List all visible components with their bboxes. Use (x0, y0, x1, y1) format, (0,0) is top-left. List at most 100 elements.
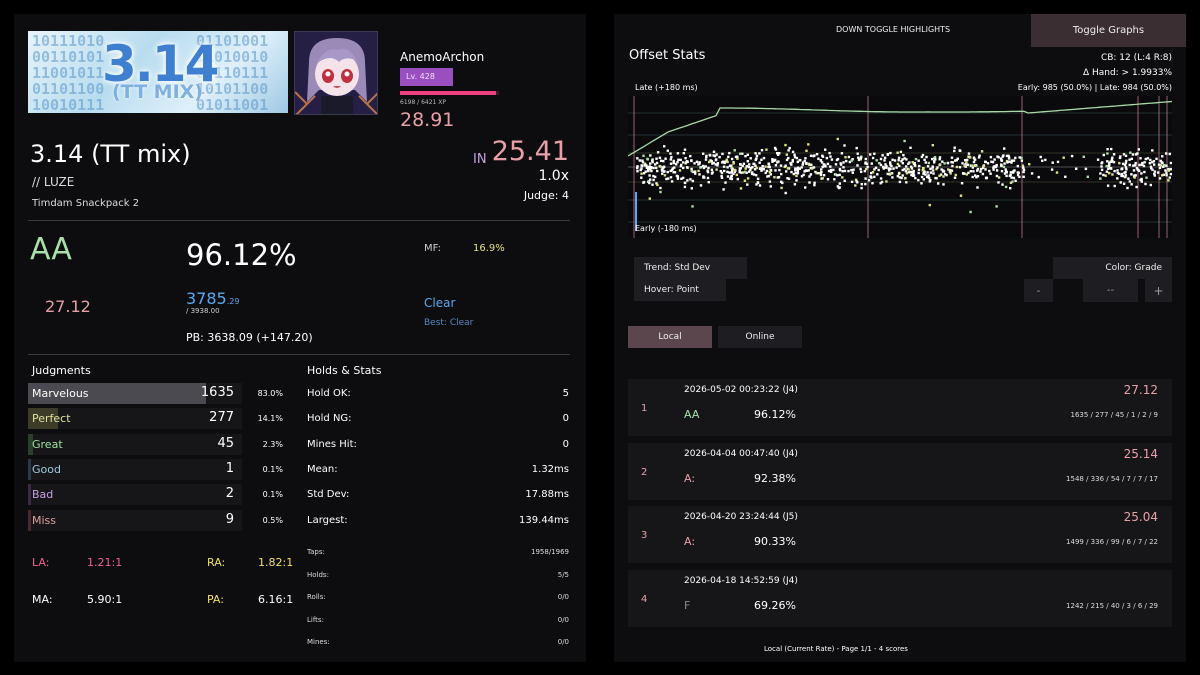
offset-value-field[interactable]: -- (1083, 279, 1138, 302)
offset-point (900, 160, 903, 163)
judge-label: Judge: 4 (523, 189, 569, 202)
offset-point (889, 167, 892, 171)
score-list-footer: Local (Current Rate) - Page 1/1 - 4 scor… (764, 645, 908, 653)
offset-point (1138, 169, 1141, 173)
offset-point (1125, 159, 1128, 163)
offset-point (746, 177, 750, 180)
offset-point (885, 165, 888, 168)
offset-point (1119, 181, 1122, 184)
score-card[interactable]: 4 2026-04-18 14:52:59 (J4) F 69.26% 1242 / 2… (628, 569, 1172, 627)
offset-point (973, 164, 977, 167)
offset-point (873, 152, 876, 155)
avatar-image (295, 32, 377, 114)
offset-point (642, 172, 646, 175)
offset-point (852, 168, 855, 171)
offset-point (1010, 176, 1013, 179)
late-axis-label: Late (+180 ms) (635, 83, 698, 92)
decrease-button[interactable]: - (1024, 279, 1053, 302)
offset-point (1153, 170, 1157, 173)
tab-online[interactable]: Online (718, 326, 802, 348)
count-label: Holds: (307, 570, 329, 579)
profile-name[interactable]: AnemoArchon (400, 50, 485, 64)
offset-point (1153, 172, 1156, 176)
music-rate[interactable]: 1.0x (538, 168, 569, 184)
offset-point (750, 172, 754, 176)
color-button[interactable]: Color: Grade (1053, 257, 1172, 279)
offset-point (1007, 157, 1011, 160)
offset-point (745, 165, 748, 168)
offset-point (709, 154, 712, 157)
offset-point (794, 167, 797, 170)
offset-point (808, 181, 811, 184)
avatar[interactable] (294, 31, 378, 115)
ratio-value: 1.21:1 (87, 556, 123, 569)
score-card[interactable]: 2 2026-04-04 00:47:40 (J4) 25.14 A: 92.38% 15… (628, 442, 1172, 500)
offset-point (652, 166, 655, 170)
offset-point (756, 177, 760, 180)
offset-point (871, 156, 875, 160)
increase-button[interactable]: + (1145, 279, 1172, 302)
offset-point (1006, 161, 1009, 164)
offset-point (1022, 170, 1025, 174)
score-ssr: 25.04 (1123, 510, 1158, 524)
offset-point (891, 176, 894, 179)
offset-point (730, 164, 733, 167)
offset-point (995, 205, 998, 208)
offset-point (746, 183, 749, 186)
offset-point (1134, 164, 1137, 167)
offset-point (961, 172, 965, 175)
offset-point (1107, 167, 1110, 170)
offset-point (993, 158, 996, 161)
offset-point (1160, 161, 1163, 164)
offset-point (943, 162, 946, 165)
offset-point (847, 169, 850, 173)
offset-point (641, 161, 645, 164)
offset-point (643, 162, 646, 165)
offset-point (1000, 164, 1003, 167)
offset-point (686, 160, 689, 164)
offset-point (860, 170, 863, 173)
offset-point (922, 168, 925, 171)
offset-point (760, 158, 763, 161)
toggle-graphs-button[interactable]: Toggle Graphs (1031, 14, 1186, 47)
offset-point (798, 167, 801, 170)
offset-point (719, 170, 722, 173)
offset-point (689, 154, 692, 158)
offset-point (936, 166, 939, 169)
offset-point (774, 164, 778, 167)
offset-point (723, 161, 726, 165)
offset-point (990, 160, 993, 163)
offset-point (691, 179, 694, 183)
offset-point (730, 171, 733, 174)
tab-local[interactable]: Local (628, 326, 712, 348)
offset-point (704, 158, 708, 161)
score-date: 2026-05-02 00:23:22 (J4) (684, 385, 798, 395)
trend-button[interactable]: Trend: Std Dev (634, 257, 747, 279)
offset-point (891, 158, 894, 161)
offset-point (801, 161, 805, 164)
offset-point (1128, 180, 1131, 183)
hover-button[interactable]: Hover: Point (634, 279, 726, 301)
offset-point (1124, 166, 1128, 169)
offset-point (803, 170, 806, 173)
offset-point (1109, 167, 1112, 170)
score-card[interactable]: 3 2026-04-20 23:24:44 (J5) 25.04 A: 90.33% 14… (628, 506, 1172, 563)
offset-point (900, 176, 903, 180)
offset-point (738, 167, 741, 170)
offset-plot[interactable] (628, 96, 1172, 238)
offset-point (843, 144, 846, 147)
offset-point (924, 173, 927, 176)
judgment-label: Perfect (32, 412, 71, 426)
down-toggle-highlights-button[interactable]: DOWN TOGGLE HIGHLIGHTS (836, 25, 951, 34)
offset-point (1132, 164, 1135, 167)
score-card[interactable]: 1 2026-05-02 00:23:22 (J4) 27.12 AA 96.12% 16… (628, 379, 1172, 436)
offset-point (929, 167, 932, 171)
offset-point (874, 166, 878, 169)
offset-point (1132, 169, 1136, 172)
offset-point (680, 177, 683, 180)
offset-point (1012, 171, 1015, 174)
judgment-count: 1 (225, 460, 234, 476)
offset-point (708, 160, 711, 164)
offset-point (905, 165, 908, 168)
offset-point (1163, 164, 1166, 167)
